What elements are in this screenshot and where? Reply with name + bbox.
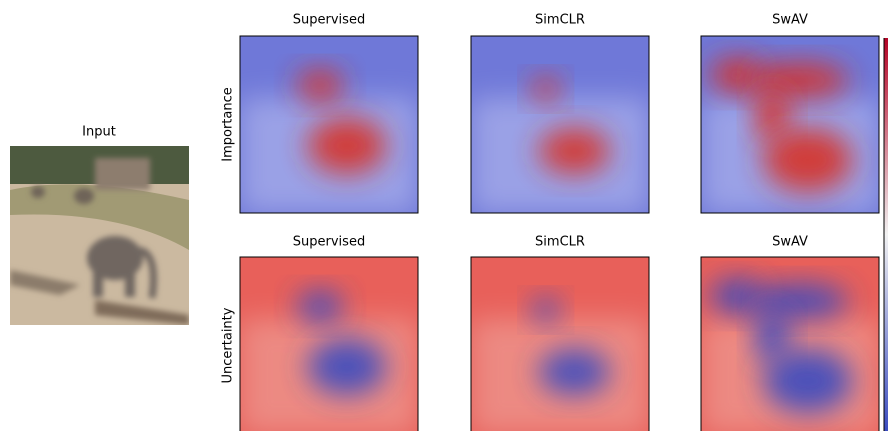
panel-title: SimCLR: [535, 235, 585, 250]
heatmap: [471, 257, 649, 431]
panel-title: Supervised: [293, 235, 365, 250]
heatmap-blob: [709, 278, 764, 314]
panel-border: [470, 256, 650, 431]
colorbar: [884, 38, 888, 431]
panel-title: SwAV: [772, 13, 808, 28]
heatmap-blob: [709, 57, 764, 93]
heatmap: [240, 36, 418, 213]
panel-title: Supervised: [293, 13, 365, 28]
input-image: [10, 146, 189, 325]
heatmap: [471, 36, 649, 213]
panel-border: [239, 256, 419, 431]
heatmap-blob: [296, 69, 344, 102]
panel-title: SwAV: [772, 235, 808, 250]
panels: Importance Supervised SimCLR SwAV Uncertaint…: [221, 13, 880, 431]
row-label: Importance: [221, 87, 236, 162]
panel-border: [239, 35, 419, 214]
panel-border: [700, 256, 880, 431]
heatmap-blob: [754, 89, 790, 143]
heatmap-blob: [763, 349, 853, 413]
heatmap-blob: [763, 128, 853, 192]
heatmap-blob: [538, 349, 610, 396]
heatmap-blob: [307, 117, 386, 175]
input-title: Input: [82, 125, 116, 140]
row-label: Uncertainty: [221, 307, 236, 383]
heatmap: [701, 36, 879, 213]
heatmap-blob: [531, 297, 560, 323]
heatmap-blob: [749, 62, 849, 98]
heatmap-blob: [531, 76, 560, 102]
heatmap-blob: [307, 338, 386, 396]
heatmap-blob: [754, 310, 790, 364]
heatmap-blob: [296, 290, 344, 323]
panel-border: [700, 35, 880, 214]
heatmap-blob: [749, 283, 849, 319]
heatmap: [701, 257, 879, 431]
panel-title: SimCLR: [535, 13, 585, 28]
heatmap-blob: [538, 128, 610, 175]
heatmap: [240, 257, 418, 431]
panel-border: [470, 35, 650, 214]
